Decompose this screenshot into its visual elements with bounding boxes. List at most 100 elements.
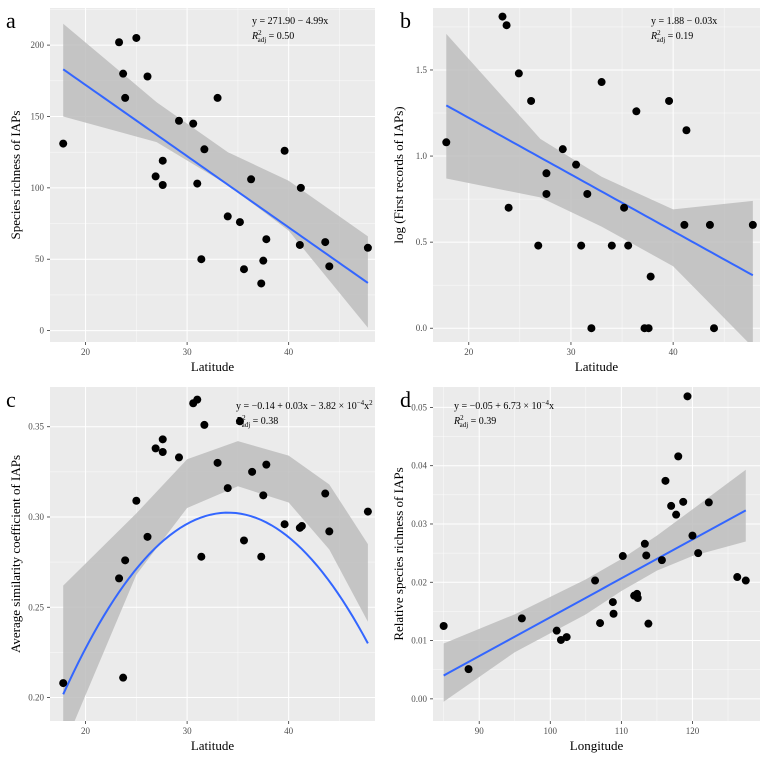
data-point [498,12,507,21]
data-point [158,447,167,456]
data-point [280,146,289,155]
data-point [158,435,167,444]
data-point [321,238,330,247]
data-point [297,522,306,531]
y-tick-label: 50 [35,254,45,264]
data-point [591,576,600,585]
data-point [608,598,617,607]
data-point [694,549,703,558]
y-tick-label: 0 [40,326,45,336]
y-tick-label: 200 [31,40,45,50]
data-point [527,96,536,105]
data-point [213,458,222,467]
data-point [504,203,513,212]
data-point [609,609,618,618]
data-point [239,536,248,545]
data-point [200,145,209,154]
data-point [680,220,689,229]
data-point [193,179,202,188]
data-point [542,169,551,178]
data-point [295,240,304,249]
panel-a: 20 30 40 0 50 100 150 200 a y = 271.90 − 4.99x R2 a… [6,8,375,374]
x-tick-label: 40 [284,726,294,736]
panel-letter: a [6,8,16,33]
y-tick-label: 0.30 [28,512,44,522]
data-point [661,476,670,485]
data-point [363,507,372,516]
data-point [632,107,641,116]
x-tick-label: 100 [544,726,558,736]
regression-line [62,511,369,695]
data-point [259,491,268,500]
confidence-band [446,33,753,342]
data-point [174,453,183,462]
data-point [657,556,666,565]
panel-letter: d [400,387,411,412]
r-squared-adjusted: R2 adj = 0.50 [251,29,294,44]
data-point [115,38,124,47]
data-point [235,218,244,227]
data-point [325,527,334,536]
data-point [674,452,683,461]
data-point [704,498,713,507]
data-point [296,183,305,192]
y-axis-title: Species richness of IAPs [8,111,23,240]
regression-equation: y = −0.05 + 6.73 × 10−4x [454,399,554,412]
x-tick-label: 30 [183,726,193,736]
confidence-band [63,441,368,721]
y-tick-label: 0.05 [411,402,427,412]
data-point [151,444,160,453]
data-point [59,139,68,148]
data-point [667,501,676,510]
data-point [115,574,124,583]
data-point [672,510,681,519]
data-point [596,619,605,628]
data-point [534,241,543,250]
data-point [607,241,616,250]
data-point [464,665,473,674]
data-point [587,324,596,333]
regression-equation: y = 271.90 − 4.99x [252,16,328,27]
data-point [174,116,183,125]
data-point [213,93,222,102]
regression-equation: y = 1.88 − 0.03x [651,16,717,27]
panel-c: 20 30 40 0.20 0.25 0.30 0.35 c y = −0.14 + 0.03x… [6,387,375,753]
data-point [257,279,266,288]
y-tick-label: 0.0 [416,323,428,333]
data-point [158,156,167,165]
x-axis-title: Latitude [191,738,235,753]
y-tick-label: 1.5 [416,65,428,75]
y-tick-label: 150 [31,111,45,121]
data-point [644,324,653,333]
data-point [583,189,592,198]
data-point [223,212,232,221]
y-tick-label: 0.04 [411,461,427,471]
data-point [542,189,551,198]
data-point [517,614,526,623]
data-point [688,531,697,540]
data-point [577,241,586,250]
data-point [705,220,714,229]
data-point [143,72,152,81]
data-point [620,203,629,212]
data-point [151,172,160,181]
data-point [262,460,271,469]
x-tick-label: 40 [284,347,294,357]
data-point [646,272,655,281]
x-tick-label: 40 [669,347,679,357]
data-point [748,220,757,229]
y-tick-label: 0.00 [411,694,427,704]
data-point [143,532,152,541]
data-point [733,573,742,582]
regression-line [62,68,369,284]
y-tick-label: 1.0 [416,151,428,161]
data-point [710,324,719,333]
y-tick-label: 0.20 [28,693,44,703]
data-point [59,679,68,688]
panel-d: 90 100 110 120 0.00 0.01 0.02 0.03 0.04 0.05d y = … [391,387,760,753]
data-point [189,119,198,128]
x-axis-title: Latitude [191,359,235,374]
regression-line [445,104,754,277]
data-point [239,265,248,274]
r-squared-adjusted: R2 adj = 0.38 [235,414,278,429]
